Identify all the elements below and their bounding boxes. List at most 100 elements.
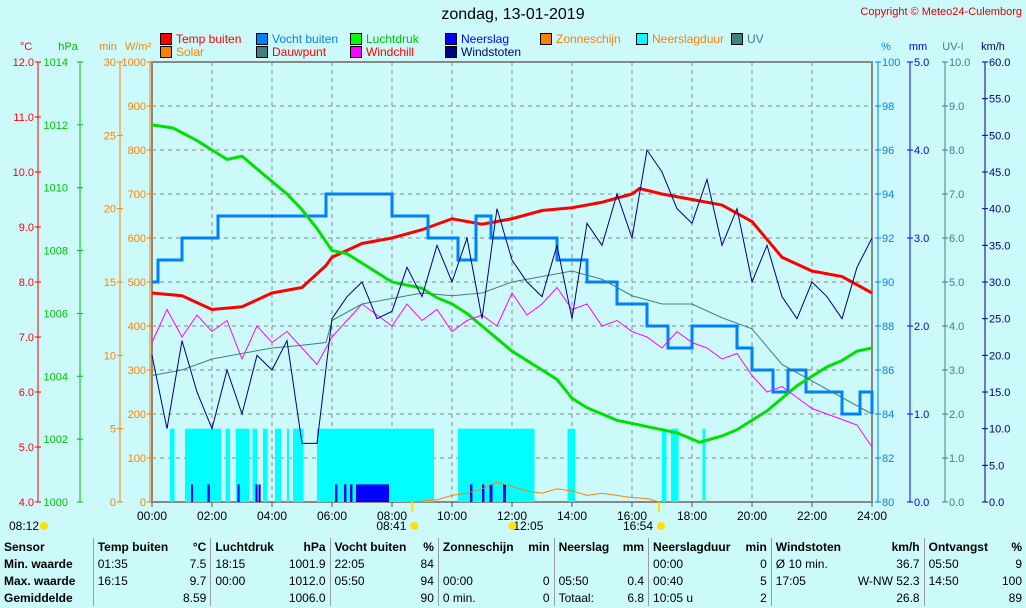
x-tick-label: 16:00	[617, 509, 647, 523]
axis-tick-label: 500	[128, 277, 146, 289]
column-header: Temp buiten	[92, 538, 178, 555]
axis-tick-label: 12.0	[13, 57, 34, 69]
cell-value: 1006.0	[288, 590, 326, 605]
bar-neerslagduur	[671, 428, 679, 502]
cell-value: 6.8	[627, 590, 645, 605]
bar-neerslagduur	[252, 428, 257, 502]
legend-swatch	[256, 46, 268, 58]
cell-value: 0	[760, 556, 767, 571]
axis-tick-label: 7.0	[19, 332, 34, 344]
axis-unit-rain: mm	[909, 41, 927, 53]
x-tick-label: 22:00	[797, 509, 827, 523]
column-header: Luchtdruk	[210, 538, 283, 555]
x-tick-label: 10:00	[437, 509, 467, 523]
sun-time-label: 12:05	[513, 519, 543, 533]
x-tick-label: 24:00	[857, 509, 887, 523]
column-header: Neerslag	[553, 538, 617, 555]
cell-value: 1012.0	[288, 573, 326, 588]
legend-label: Solar	[176, 45, 205, 59]
axis-tick-label: 98	[882, 101, 894, 113]
bar-neerslagduur	[287, 428, 289, 502]
legend-swatch	[350, 46, 362, 58]
legend-label: Windchill	[366, 45, 415, 59]
bar-neerslagduur	[275, 428, 281, 502]
axis-tick-label: 5.0	[989, 460, 1004, 472]
cell-value: 100	[1001, 573, 1022, 588]
axis-unit-minutes: min	[99, 41, 117, 53]
axis-tick-label: 800	[128, 145, 146, 157]
axis-tick-label: 4.0	[19, 497, 34, 509]
axis-tick-label: 0	[140, 497, 146, 509]
axis-tick-label: 7.0	[949, 189, 964, 201]
bar-neerslag	[255, 484, 258, 502]
axis-tick-label: 82	[882, 453, 894, 465]
axis-tick-label: 600	[128, 233, 146, 245]
cell-time: 16:15	[92, 572, 178, 589]
x-tick-label: 20:00	[737, 509, 767, 523]
cell-time	[553, 555, 617, 572]
axis-tick-label: 700	[128, 189, 146, 201]
axis-tick-label: 900	[128, 101, 146, 113]
legend-swatch	[350, 33, 362, 45]
bar-neerslag	[503, 484, 506, 502]
cell-time	[923, 589, 997, 606]
cell-value: 1001.9	[288, 556, 326, 571]
axis-tick-label: 15.0	[989, 387, 1010, 399]
axis-unit-pressure: hPa	[58, 41, 78, 53]
chart-title: zondag, 13-01-2019	[441, 6, 585, 23]
cell-time: 0 min.	[437, 589, 523, 606]
cell-time: 05:50	[553, 572, 617, 589]
cell-value	[522, 555, 554, 572]
axis-tick-label: 10.0	[949, 57, 970, 69]
axis-tick-label: 25	[104, 130, 116, 142]
column-header: Vocht buiten	[329, 538, 416, 555]
bar-neerslagduur	[702, 428, 706, 502]
series-luchtdruk	[151, 123, 873, 444]
series-windstoten	[151, 148, 873, 444]
cell-value: 2	[760, 590, 767, 605]
cell-time	[770, 589, 850, 606]
sun-icon	[40, 522, 48, 530]
cell-value: 90	[420, 590, 434, 605]
legend-item: UV	[731, 32, 764, 46]
axis-tick-label: 5	[110, 424, 116, 436]
x-tick-label: 02:00	[197, 509, 227, 523]
column-unit: %	[1011, 539, 1022, 554]
x-tick-label: 00:00	[137, 509, 167, 523]
cell-time	[92, 589, 178, 606]
axis-tick-label: 1000	[44, 497, 68, 509]
axis-tick-label: 2.0	[949, 409, 964, 421]
cell-time: 05:50	[923, 555, 997, 572]
column-unit: min	[745, 539, 767, 554]
axis-unit-wind: km/h	[981, 41, 1005, 53]
axis-tick-label: 1014	[44, 57, 68, 69]
axis-tick-label: 4.0	[914, 145, 929, 157]
axis-tick-label: 96	[882, 145, 894, 157]
bar-neerslagduur	[263, 428, 268, 502]
bar-neerslag	[344, 484, 347, 502]
bar-neerslagduur	[567, 428, 575, 502]
bar-neerslag	[258, 484, 261, 502]
x-tick-label: 14:00	[557, 509, 587, 523]
sun-time-label: 16:54	[623, 519, 653, 533]
legend-label: Neerslag	[461, 32, 510, 46]
column-unit: km/h	[891, 539, 920, 554]
bar-neerslagduur	[236, 428, 250, 502]
axis-tick-label: 86	[882, 365, 894, 377]
cell-time: 10:05 u	[648, 589, 740, 606]
cell-value	[617, 555, 649, 572]
cell-value: 8.59	[182, 590, 207, 605]
legend-label: Windstoten	[461, 45, 522, 59]
axis-tick-label: 9.0	[949, 101, 964, 113]
cell-value: 0	[542, 590, 550, 605]
axis-tick-label: 20	[104, 204, 116, 216]
axis-tick-label: 1008	[44, 246, 68, 258]
legend-swatch	[636, 33, 648, 45]
axis-tick-label: 1.0	[914, 409, 929, 421]
legend-swatch	[445, 46, 457, 58]
column-unit: min	[528, 539, 550, 554]
bar-neerslag	[191, 484, 194, 502]
axis-tick-label: 88	[882, 321, 894, 333]
table-row: Max. waarde 16:15 9.7 00:00 1012.0 05:50 94 00:…	[0, 572, 1026, 589]
cell-time: 18:15	[210, 555, 283, 572]
